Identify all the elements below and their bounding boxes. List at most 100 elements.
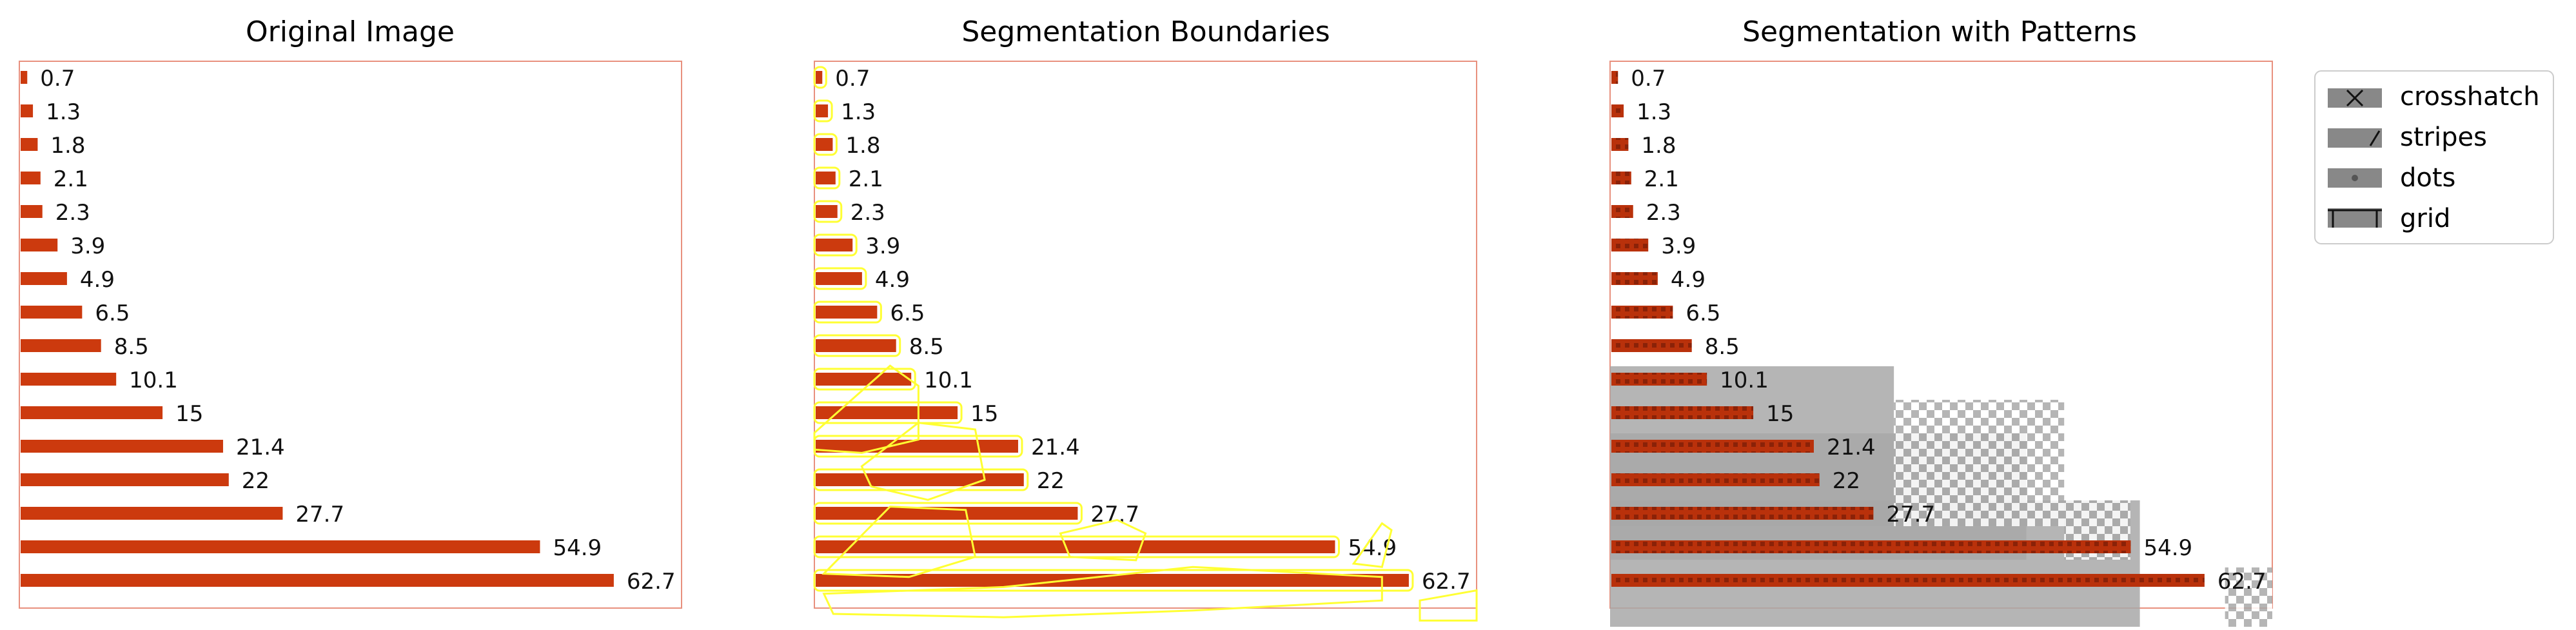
bar-value-label: 22: [1037, 468, 1065, 494]
bar-value-label: 8.5: [909, 334, 944, 360]
bar: [21, 440, 223, 453]
bar: [1611, 205, 1633, 218]
bar-value-label: 1.8: [50, 133, 85, 159]
bar-value-label: 1.8: [845, 133, 880, 159]
panel-boundaries: 0.7 1.3 1.8 2.1 2.3 3.9 4.9 6.5 8.5 10.1 15 21.4 22 2…: [813, 61, 1478, 622]
bar: [816, 239, 853, 251]
bar-value-label: 21.4: [236, 435, 285, 460]
bar: [1611, 574, 2205, 587]
bar: [21, 71, 28, 84]
segment-boundary: [813, 66, 827, 89]
bar-value-label: 27.7: [1090, 502, 1139, 527]
bar: [1611, 373, 1707, 386]
legend-label-crosshatch: crosshatch: [2400, 82, 2540, 112]
bar: [21, 239, 58, 251]
bar: [1611, 406, 1754, 419]
bar-value-label: 10.1: [924, 368, 973, 393]
bar-value-label: 1.3: [1637, 99, 1671, 125]
legend-label-stripes: stripes: [2400, 123, 2487, 152]
bar-value-label: 1.3: [46, 99, 81, 125]
legend: crosshatch stripes dots grid: [2314, 70, 2554, 244]
bar-value-label: 21.4: [1827, 435, 1876, 460]
bar: [21, 406, 163, 419]
bar-value-label: 54.9: [553, 535, 602, 561]
segment-boundary-region: [813, 364, 919, 454]
grid-swatch-icon: [2328, 208, 2382, 228]
bar: [816, 339, 896, 352]
bar-value-label: 15: [970, 401, 998, 427]
bar: [1611, 473, 1820, 486]
bar-value-label: 3.9: [865, 233, 900, 259]
bar-value-label: 15: [175, 401, 203, 427]
segment-boundary: [813, 401, 963, 424]
bar: [816, 205, 838, 218]
bar-value-label: 1.3: [841, 99, 876, 125]
panel-original: 0.7 1.3 1.8 2.1 2.3 3.9 4.9 6.5 8.5 10.1 15 21.4 22 2…: [19, 61, 682, 609]
bar-value-label: 8.5: [1705, 334, 1740, 360]
bar: [21, 272, 67, 285]
bar: [816, 272, 862, 285]
bar: [21, 339, 101, 352]
legend-label-dots: dots: [2400, 163, 2455, 193]
bar-value-label: 2.3: [850, 200, 885, 226]
bar: [816, 473, 1024, 486]
bar-value-label: 0.7: [1631, 66, 1666, 92]
legend-item-crosshatch: crosshatch: [2328, 82, 2540, 112]
bar-value-label: 21.4: [1031, 435, 1080, 460]
bar-value-label: 22: [1833, 468, 1860, 494]
segment-boundary: [813, 334, 901, 357]
segment-boundary: [813, 99, 833, 123]
bar: [816, 406, 958, 419]
bar-value-label: 10.1: [1720, 368, 1769, 393]
bar: [21, 574, 614, 587]
segment-boundary: [813, 200, 843, 223]
segment-boundary: [813, 133, 838, 156]
segment-boundary: [813, 468, 1029, 491]
bar-value-label: 8.5: [114, 334, 149, 360]
legend-label-grid: grid: [2400, 204, 2450, 233]
bar: [21, 507, 283, 520]
segment-boundary-region: [822, 566, 1383, 618]
bar: [1611, 440, 1814, 453]
segment-boundary-region: [1419, 589, 1478, 622]
bar-value-label: 2.3: [55, 200, 90, 226]
segment-boundary-region: [821, 506, 977, 578]
bar: [816, 138, 833, 151]
bar: [21, 306, 83, 319]
segment-boundary: [813, 569, 1414, 592]
segment-boundary-region: [1059, 518, 1147, 562]
bar-value-label: 1.8: [1641, 133, 1676, 159]
segment-boundary-region: [860, 422, 986, 501]
bar: [816, 71, 823, 84]
bar-value-label: 10.1: [129, 368, 178, 393]
segment-boundary: [813, 267, 867, 290]
bar: [1611, 71, 1618, 84]
bar-value-label: 22: [242, 468, 270, 494]
legend-item-grid: grid: [2328, 204, 2450, 233]
bar-value-label: 4.9: [875, 267, 910, 293]
crosshatch-swatch-icon-line-b: [2346, 89, 2364, 107]
pattern-region-check: [1894, 400, 2065, 526]
bar-value-label: 27.7: [1886, 502, 1935, 527]
bar: [1611, 104, 1624, 117]
segment-boundary: [813, 166, 841, 190]
panel-title-original: Original Image: [246, 15, 455, 48]
bar: [816, 574, 1409, 587]
bar: [816, 306, 878, 319]
dots-swatch-icon-dot: [2352, 175, 2358, 181]
panel-patterns: 0.7 1.3 1.8 2.1 2.3 3.9 4.9 6.5 8.5 10.1 15 21.4 22 2…: [1609, 61, 2273, 627]
bar-value-label: 2.1: [54, 166, 88, 192]
panel-title-patterns: Segmentation with Patterns: [1742, 15, 2137, 48]
bar: [816, 440, 1018, 453]
bar: [21, 104, 34, 117]
bar: [1611, 540, 2131, 553]
bar: [21, 473, 229, 486]
bar-value-label: 62.7: [1422, 569, 1471, 595]
legend-frame: [2314, 70, 2554, 244]
segment-boundary: [813, 502, 1083, 525]
bar: [1611, 339, 1692, 352]
bar-value-label: 27.7: [295, 502, 344, 527]
bar: [21, 540, 540, 553]
stripes-swatch-icon-line: [2369, 130, 2381, 146]
